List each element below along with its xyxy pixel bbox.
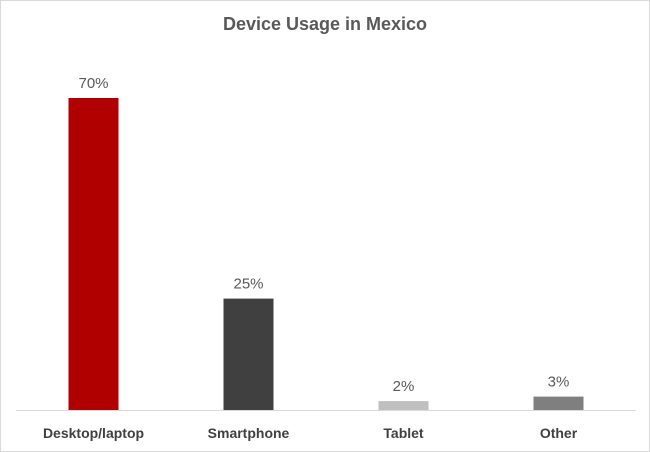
bar-smartphone bbox=[223, 298, 274, 410]
data-label: 25% bbox=[233, 276, 263, 293]
x-tick-label: Smartphone bbox=[208, 425, 290, 441]
data-label: 2% bbox=[393, 378, 415, 395]
chart-title: Device Usage in Mexico bbox=[222, 14, 428, 34]
data-label: 70% bbox=[78, 75, 108, 92]
bar-other bbox=[533, 396, 584, 410]
x-tick-label: Desktop/laptop bbox=[43, 425, 144, 441]
bar-tablet bbox=[378, 401, 429, 410]
x-tick-label: Other bbox=[540, 425, 578, 441]
bar-desktop-laptop bbox=[68, 98, 119, 410]
x-tick-label: Tablet bbox=[383, 425, 424, 441]
data-label: 3% bbox=[548, 374, 570, 391]
